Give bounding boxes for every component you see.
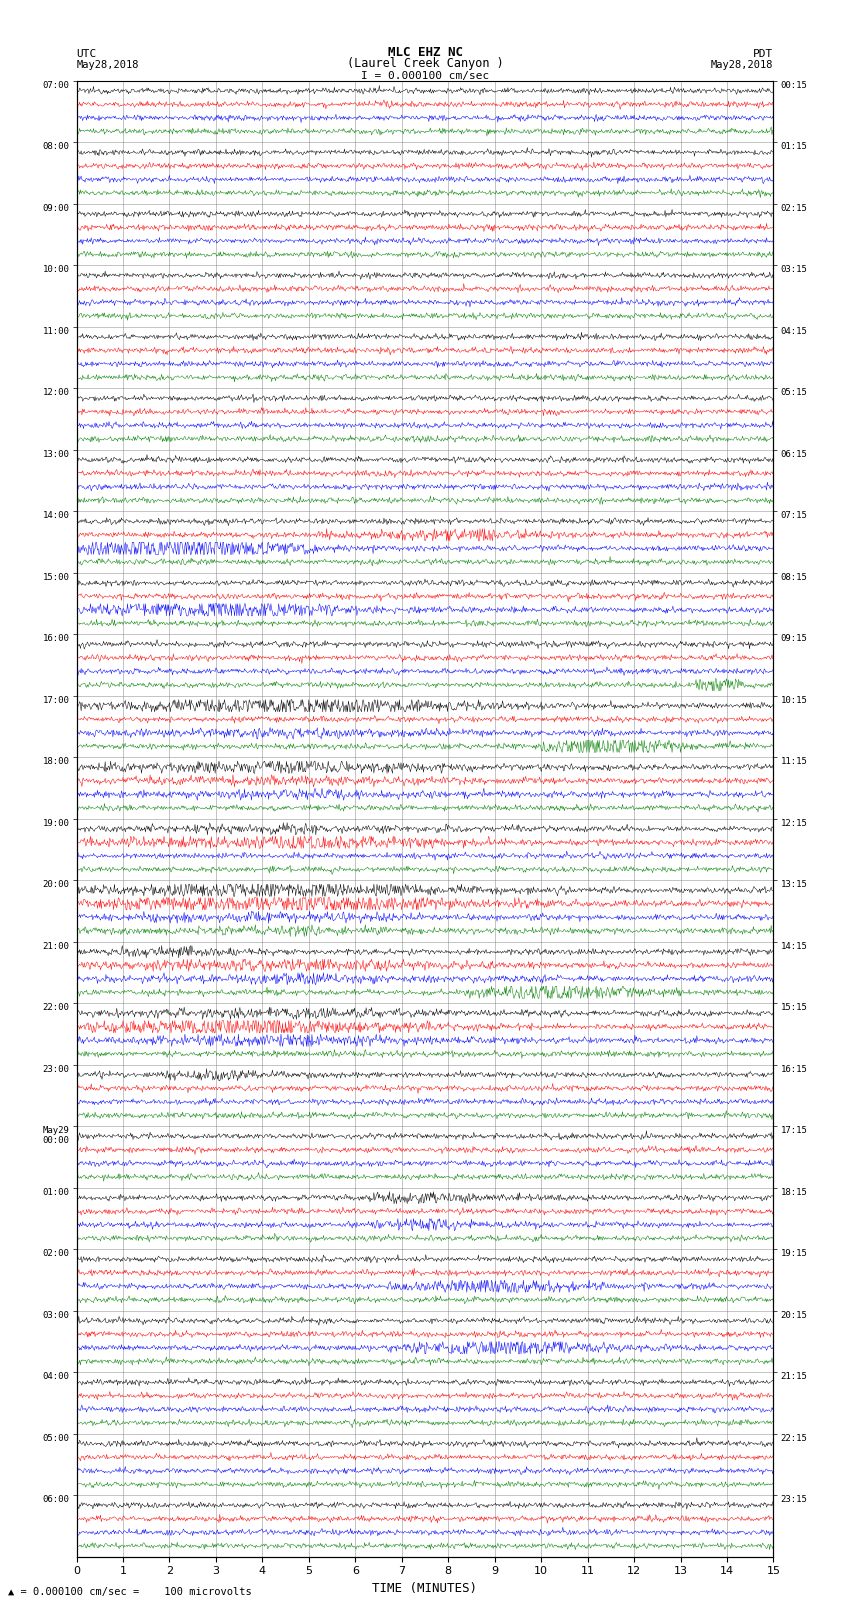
Text: (Laurel Creek Canyon ): (Laurel Creek Canyon ) [347, 56, 503, 71]
Text: PDT: PDT [753, 48, 774, 58]
Text: ▲ = 0.000100 cm/sec =    100 microvolts: ▲ = 0.000100 cm/sec = 100 microvolts [8, 1587, 252, 1597]
X-axis label: TIME (MINUTES): TIME (MINUTES) [372, 1582, 478, 1595]
Text: MLC EHZ NC: MLC EHZ NC [388, 45, 462, 58]
Text: UTC: UTC [76, 48, 97, 58]
Text: I = 0.000100 cm/sec: I = 0.000100 cm/sec [361, 71, 489, 81]
Text: May28,2018: May28,2018 [76, 60, 139, 71]
Text: May28,2018: May28,2018 [711, 60, 774, 71]
